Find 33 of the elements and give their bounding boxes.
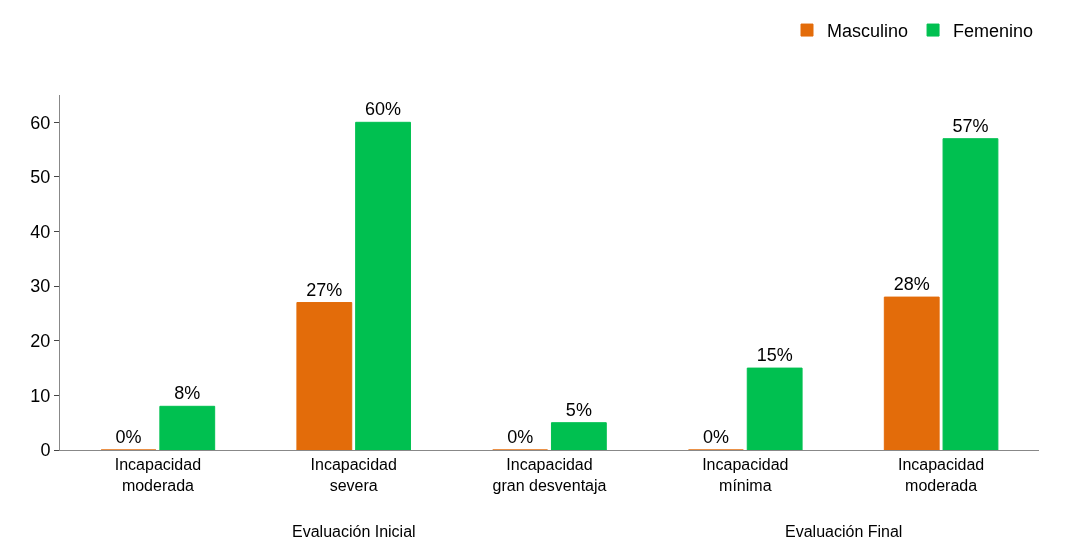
- data-label: 28%: [893, 274, 930, 295]
- x-tick-label: Incapacidad mínima: [702, 456, 789, 494]
- data-label: 5%: [565, 399, 592, 420]
- bar: [159, 405, 216, 450]
- legend-label: Masculino: [827, 21, 909, 42]
- bar: [883, 296, 940, 450]
- text: Evaluación Final: [785, 523, 903, 540]
- bar: [296, 302, 353, 450]
- bar: [550, 422, 607, 450]
- y-tick-label: 20: [30, 331, 51, 352]
- data-label: 60%: [365, 99, 402, 120]
- data-label: 57%: [952, 115, 989, 136]
- y-tick-label: 50: [30, 167, 51, 188]
- y-tick-label: 40: [30, 221, 51, 242]
- data-label: 27%: [306, 279, 343, 300]
- data-label: 0%: [702, 427, 729, 447]
- bar: [942, 138, 999, 450]
- bar: [746, 367, 803, 450]
- y-tick-label: 60: [30, 112, 51, 133]
- x-tick-label: Incapacidad moderada: [897, 456, 985, 494]
- data-label: 15%: [756, 345, 793, 366]
- x-tick-label: Incapacidad gran desventaja: [492, 456, 607, 494]
- y-tick-label: 0: [40, 440, 51, 461]
- y-tick-label: 30: [30, 276, 51, 297]
- legend-label: Femenino: [953, 21, 1034, 42]
- x-tick-label: Incapacidad moderada: [114, 456, 202, 494]
- x-tick-label: Incapacidad severa: [310, 456, 397, 494]
- data-label: 0%: [507, 427, 534, 447]
- data-label: 8%: [174, 383, 201, 404]
- bar: [355, 121, 411, 450]
- text: Evaluación Inicial: [292, 523, 416, 540]
- data-label: 0%: [115, 427, 142, 447]
- y-tick-label: 10: [30, 385, 51, 406]
